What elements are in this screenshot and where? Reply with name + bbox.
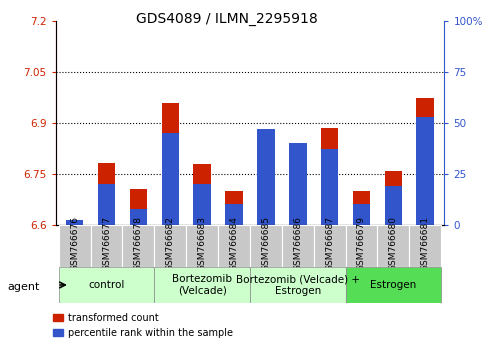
Bar xyxy=(289,143,307,225)
Bar xyxy=(416,117,434,225)
Text: Bortezomib (Velcade) +
Estrogen: Bortezomib (Velcade) + Estrogen xyxy=(236,274,360,296)
Text: GSM766683: GSM766683 xyxy=(198,216,207,272)
Bar xyxy=(321,128,339,225)
Bar xyxy=(377,225,409,267)
Bar xyxy=(218,225,250,267)
Bar xyxy=(353,191,370,225)
Text: GSM766684: GSM766684 xyxy=(229,216,239,272)
Text: GDS4089 / ILMN_2295918: GDS4089 / ILMN_2295918 xyxy=(136,12,318,27)
Bar xyxy=(129,189,147,225)
Bar xyxy=(161,103,179,225)
Bar xyxy=(257,164,275,225)
Text: GSM766679: GSM766679 xyxy=(357,216,366,272)
Bar xyxy=(98,184,115,225)
Bar xyxy=(193,184,211,225)
Text: GSM766682: GSM766682 xyxy=(166,216,175,272)
Bar xyxy=(129,209,147,225)
Bar xyxy=(416,98,434,225)
Bar xyxy=(384,186,402,225)
Bar xyxy=(155,267,250,303)
Bar xyxy=(313,225,345,267)
Bar xyxy=(409,225,441,267)
Bar xyxy=(321,149,339,225)
Bar xyxy=(250,225,282,267)
Bar xyxy=(59,225,91,267)
Text: GSM766680: GSM766680 xyxy=(389,216,398,272)
Text: GSM766681: GSM766681 xyxy=(421,216,430,272)
Bar xyxy=(123,225,155,267)
Text: GSM766676: GSM766676 xyxy=(70,216,79,272)
Bar xyxy=(161,133,179,225)
Bar xyxy=(98,163,115,225)
Text: GSM766677: GSM766677 xyxy=(102,216,111,272)
Bar xyxy=(186,225,218,267)
Bar xyxy=(384,171,402,225)
Text: GSM766685: GSM766685 xyxy=(261,216,270,272)
Bar xyxy=(66,220,84,225)
Text: control: control xyxy=(88,280,125,290)
Bar xyxy=(155,225,186,267)
Text: Bortezomib
(Velcade): Bortezomib (Velcade) xyxy=(172,274,232,296)
Bar xyxy=(345,225,377,267)
Bar xyxy=(66,220,84,225)
Text: GSM766678: GSM766678 xyxy=(134,216,143,272)
Bar xyxy=(91,225,123,267)
Text: GSM766687: GSM766687 xyxy=(325,216,334,272)
Bar xyxy=(257,129,275,225)
Text: agent: agent xyxy=(7,282,40,292)
Bar xyxy=(225,191,243,225)
Bar xyxy=(345,267,441,303)
Bar xyxy=(225,205,243,225)
Bar xyxy=(289,143,307,225)
Bar xyxy=(59,267,155,303)
Bar xyxy=(193,164,211,225)
Bar xyxy=(250,267,345,303)
Bar xyxy=(282,225,313,267)
Text: GSM766686: GSM766686 xyxy=(293,216,302,272)
Text: Estrogen: Estrogen xyxy=(370,280,416,290)
Bar xyxy=(353,205,370,225)
Legend: transformed count, percentile rank within the sample: transformed count, percentile rank withi… xyxy=(53,313,233,338)
